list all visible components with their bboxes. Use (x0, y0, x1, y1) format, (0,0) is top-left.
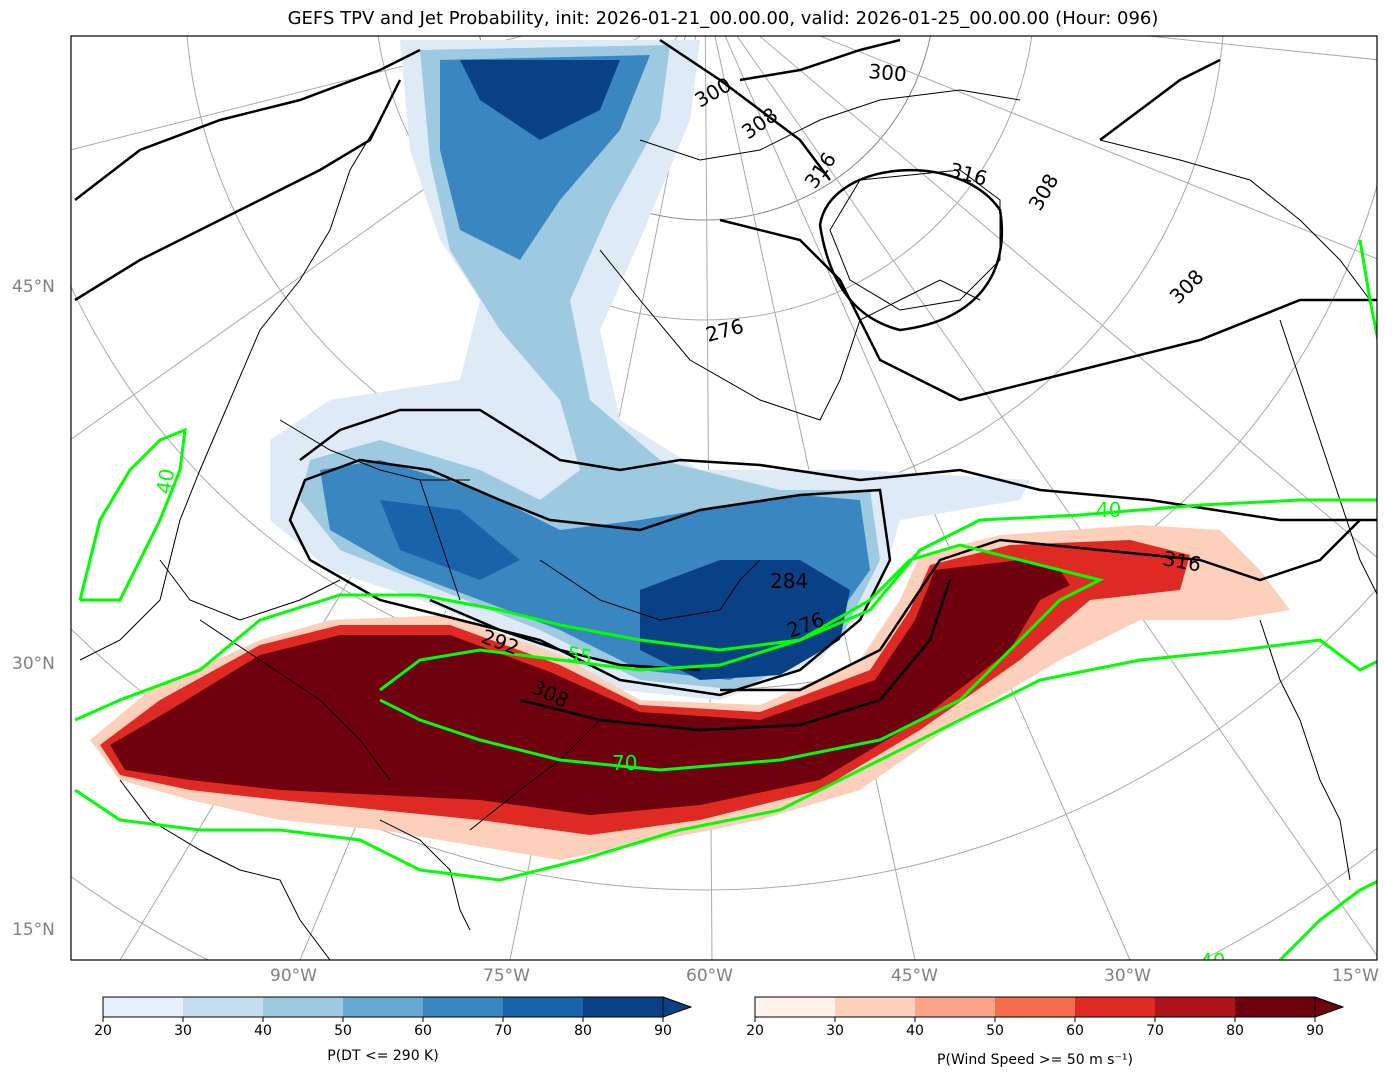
colorbar-frame (102, 996, 664, 1018)
map-title: GEFS TPV and Jet Probability, init: 2026… (287, 8, 1159, 29)
colorbar-tick-label: 80 (1226, 1023, 1244, 1039)
map-frame (70, 35, 1378, 961)
colorbar-tick-label: 20 (94, 1023, 112, 1039)
colorbar-segment (423, 997, 504, 1017)
colorbar-segment (343, 997, 424, 1017)
colorbar-tick-label: 60 (414, 1023, 432, 1039)
colorbar-right-label: P(Wind Speed >= 50 m s⁻¹) (937, 1052, 1133, 1068)
coastlines (79, 79, 1377, 960)
tpv-shade-80b (640, 560, 850, 680)
colorbar-tick-label: 90 (1306, 1023, 1324, 1039)
colorbar-tick-label: 90 (654, 1023, 672, 1039)
colorbar-segment (103, 997, 184, 1017)
lon-label-60w: 60°W (686, 966, 733, 986)
lon-label-75w: 75°W (483, 966, 530, 986)
colorbar-left-label: P(DT <= 290 K) (327, 1048, 439, 1064)
colorbar-extend-arrow (1314, 996, 1345, 1018)
colorbar-tick-label: 70 (494, 1023, 512, 1039)
colorbar-segment (755, 997, 836, 1017)
theta-label: 308 (1165, 265, 1209, 309)
theta-label: 300 (691, 72, 736, 112)
colorbar-tick-label: 80 (574, 1023, 592, 1039)
theta-contours (74, 38, 1377, 732)
colorbar-segment (915, 997, 996, 1017)
theta-label: 308 (737, 103, 782, 145)
colorbar-tick-label: 50 (334, 1023, 352, 1039)
colorbar-right (754, 996, 1345, 1022)
jet-label: 40 (1096, 498, 1121, 522)
colorbar-tick-label: 20 (746, 1023, 764, 1039)
colorbar-segment (835, 997, 916, 1017)
colorbar-segment (1155, 997, 1236, 1017)
colorbar-left (102, 996, 693, 1022)
colorbar-segment (263, 997, 344, 1017)
lon-label-90w: 90°W (270, 966, 317, 986)
theta-label: 316 (947, 158, 990, 191)
colorbar-segment (503, 997, 584, 1017)
tpv-probability-field (270, 40, 1030, 700)
colorbar-tick-label: 30 (826, 1023, 844, 1039)
colorbar-tick-label: 60 (1066, 1023, 1084, 1039)
tpv-shade-80 (460, 60, 620, 140)
colorbar-segment (1235, 997, 1316, 1017)
theta-label: 316 (799, 148, 841, 193)
lon-label-45w: 45°W (891, 966, 938, 986)
colorbar-segment (995, 997, 1076, 1017)
theta-label: 308 (1024, 169, 1064, 214)
lon-label-15w: 15°W (1332, 966, 1379, 986)
lon-label-30w: 30°W (1104, 966, 1151, 986)
colorbar-segment (183, 997, 264, 1017)
colorbar-segment (1075, 997, 1156, 1017)
colorbar-tick-label: 40 (254, 1023, 272, 1039)
jet-contours (74, 239, 1377, 960)
lat-label-45n: 45°N (12, 277, 55, 297)
colorbar-tick-label: 70 (1146, 1023, 1164, 1039)
theta-label: 300 (868, 59, 908, 86)
jet-label: 55 (565, 641, 594, 669)
theta-label: 284 (770, 569, 808, 593)
jet-label: 40 (151, 467, 179, 496)
colorbar-extend-arrow (662, 996, 693, 1018)
tpv-shade-80c (380, 500, 520, 580)
lat-label-30n: 30°N (12, 654, 55, 674)
jet-label: 70 (612, 751, 637, 775)
colorbar-frame (754, 996, 1316, 1018)
colorbar-tick-label: 50 (986, 1023, 1004, 1039)
lat-label-15n: 15°N (12, 920, 55, 940)
colorbar-tick-label: 40 (906, 1023, 924, 1039)
jet-label: 40 (1200, 949, 1225, 973)
theta-label: 276 (703, 314, 746, 347)
jet-contour-labels: 40 40 55 70 40 (151, 467, 1225, 973)
colorbar-segment (583, 997, 664, 1017)
colorbar-tick-label: 30 (174, 1023, 192, 1039)
